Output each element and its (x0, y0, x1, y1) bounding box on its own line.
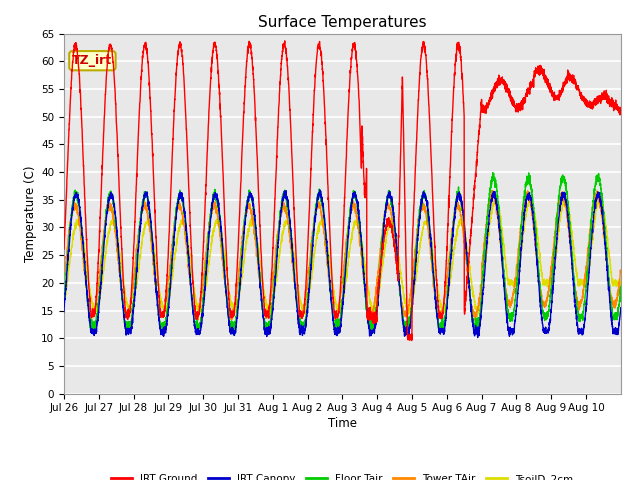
Tower TAir (617, 267, 625, 273)
Floor Tair (472, 322, 479, 328)
TsoilD_2cm (266, 312, 274, 317)
Title: Surface Temperatures: Surface Temperatures (258, 15, 427, 30)
Tower TAir (489, 188, 497, 194)
Tower TAir (367, 318, 374, 324)
IRT Ground (432, 263, 440, 269)
IRT Ground (488, 95, 496, 101)
Y-axis label: Temperature (C): Temperature (C) (24, 165, 37, 262)
IRT Ground (156, 306, 164, 312)
Floor Tair (335, 330, 342, 336)
IRT Canopy (488, 198, 496, 204)
IRT Ground (60, 246, 68, 252)
Tower TAir (156, 311, 164, 316)
Line: IRT Ground: IRT Ground (64, 41, 621, 340)
IRT Canopy (156, 325, 164, 331)
Tower TAir (488, 191, 496, 197)
TsoilD_2cm (420, 219, 428, 225)
Line: Floor Tair: Floor Tair (64, 173, 621, 333)
IRT Ground (420, 45, 428, 51)
TsoilD_2cm (472, 303, 479, 309)
IRT Canopy (497, 237, 504, 243)
IRT Canopy (316, 187, 324, 192)
Line: TsoilD_2cm: TsoilD_2cm (64, 196, 621, 314)
IRT Canopy (472, 329, 479, 335)
X-axis label: Time: Time (328, 418, 357, 431)
IRT Canopy (617, 310, 625, 315)
IRT Ground (617, 105, 625, 110)
Text: TZ_irt: TZ_irt (72, 54, 113, 67)
Tower TAir (497, 239, 504, 244)
Floor Tair (420, 188, 428, 193)
Line: Tower TAir: Tower TAir (64, 191, 621, 321)
Floor Tair (489, 170, 497, 176)
IRT Ground (408, 337, 415, 343)
TsoilD_2cm (497, 213, 504, 219)
Floor Tair (431, 294, 439, 300)
TsoilD_2cm (488, 211, 496, 216)
Floor Tair (488, 179, 496, 185)
IRT Ground (497, 77, 504, 83)
Tower TAir (420, 207, 428, 213)
IRT Ground (281, 38, 289, 44)
Floor Tair (156, 322, 164, 328)
IRT Canopy (420, 192, 428, 198)
Floor Tair (60, 293, 68, 299)
Tower TAir (60, 277, 68, 283)
TsoilD_2cm (617, 280, 625, 286)
TsoilD_2cm (60, 299, 68, 304)
Line: IRT Canopy: IRT Canopy (64, 190, 621, 337)
IRT Canopy (431, 294, 439, 300)
Tower TAir (472, 311, 479, 317)
TsoilD_2cm (431, 269, 439, 275)
IRT Canopy (60, 309, 68, 314)
Tower TAir (431, 294, 439, 300)
IRT Ground (472, 174, 479, 180)
TsoilD_2cm (493, 193, 500, 199)
Floor Tair (617, 285, 625, 291)
IRT Canopy (474, 335, 481, 340)
Legend: IRT Ground, IRT Canopy, Floor Tair, Tower TAir, TsoilD_2cm: IRT Ground, IRT Canopy, Floor Tair, Towe… (107, 470, 578, 480)
TsoilD_2cm (156, 292, 164, 298)
Floor Tair (497, 224, 504, 230)
